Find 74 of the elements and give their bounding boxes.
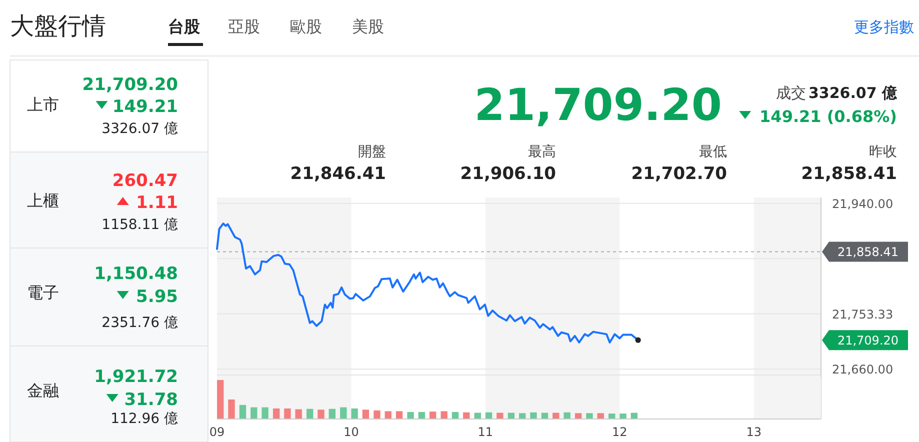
bar bbox=[250, 407, 258, 419]
text: 21,846.41 bbox=[290, 164, 386, 184]
bar bbox=[574, 413, 582, 419]
bar bbox=[362, 410, 370, 419]
bar bbox=[620, 414, 626, 419]
bar bbox=[396, 411, 403, 419]
text: 21,858.41 bbox=[801, 164, 897, 184]
text: 1158.11 億 bbox=[102, 217, 178, 233]
text: 歐股 bbox=[290, 17, 322, 36]
text: 112.96 億 bbox=[110, 411, 178, 427]
bar bbox=[519, 413, 526, 419]
bar bbox=[284, 408, 291, 419]
text: 260.47 bbox=[112, 171, 178, 191]
text: 21,709.20 bbox=[474, 80, 722, 131]
text: 金融 bbox=[27, 381, 59, 400]
text: 台股 bbox=[168, 17, 201, 36]
text: 上櫃 bbox=[27, 191, 59, 210]
bar bbox=[418, 412, 426, 419]
text: 開盤 bbox=[358, 144, 386, 160]
y-tick-label: 21,940.00 bbox=[832, 196, 894, 211]
text: 1.11 bbox=[136, 193, 178, 213]
text: 亞股 bbox=[228, 17, 260, 36]
text: 最低 bbox=[699, 144, 727, 160]
bar bbox=[340, 407, 347, 419]
bar bbox=[496, 412, 504, 419]
text: 大盤行情 bbox=[10, 12, 106, 40]
text: 3326.07 億 bbox=[808, 84, 898, 102]
bar bbox=[272, 408, 280, 419]
text: 21,906.10 bbox=[460, 164, 556, 184]
text: 1,921.72 bbox=[94, 367, 178, 387]
x-tick-label: 10 bbox=[344, 425, 359, 439]
bar bbox=[262, 407, 268, 419]
bar bbox=[564, 412, 570, 419]
text: 電子 bbox=[27, 283, 59, 302]
text: 成交 bbox=[776, 84, 806, 102]
text: 31.78 bbox=[124, 390, 178, 410]
bar bbox=[452, 412, 459, 419]
bar bbox=[217, 380, 224, 419]
text: 2351.76 億 bbox=[102, 315, 178, 331]
bar bbox=[530, 412, 537, 419]
bar bbox=[407, 412, 414, 419]
text: 最高 bbox=[528, 144, 556, 160]
text: 149.21 bbox=[112, 97, 178, 117]
text: 21,709.20 bbox=[837, 334, 899, 348]
bar bbox=[597, 413, 604, 419]
bar bbox=[429, 412, 436, 419]
bar bbox=[351, 408, 358, 419]
bar bbox=[440, 411, 448, 419]
text: 21,702.70 bbox=[631, 164, 728, 184]
bar bbox=[295, 409, 302, 419]
text: 1,150.48 bbox=[94, 264, 178, 284]
x-tick-label: 11 bbox=[478, 425, 494, 439]
bar bbox=[328, 408, 336, 419]
text: 昨收 bbox=[869, 144, 897, 160]
text: 美股 bbox=[352, 17, 384, 36]
x-tick-label: 09 bbox=[209, 425, 225, 439]
bar bbox=[374, 410, 380, 419]
y-tick-label: 21,753.33 bbox=[832, 307, 894, 322]
text: 149.21 (0.68%) bbox=[760, 107, 897, 126]
bar bbox=[318, 410, 324, 419]
x-tick-label: 12 bbox=[612, 425, 628, 439]
text: 上市 bbox=[27, 95, 59, 114]
text: 21,709.20 bbox=[82, 75, 178, 95]
text: 5.95 bbox=[136, 287, 178, 307]
y-tick-label: 21,660.00 bbox=[832, 362, 894, 377]
x-tick-label: 13 bbox=[746, 425, 762, 439]
bar bbox=[384, 411, 392, 419]
text: 3326.07 億 bbox=[102, 121, 178, 137]
text: 更多指數 bbox=[854, 18, 914, 36]
bar bbox=[228, 400, 235, 419]
bar bbox=[586, 413, 593, 419]
bar bbox=[306, 408, 314, 419]
ref-line-label: 21,858.41 bbox=[837, 245, 899, 260]
bar bbox=[239, 404, 246, 419]
